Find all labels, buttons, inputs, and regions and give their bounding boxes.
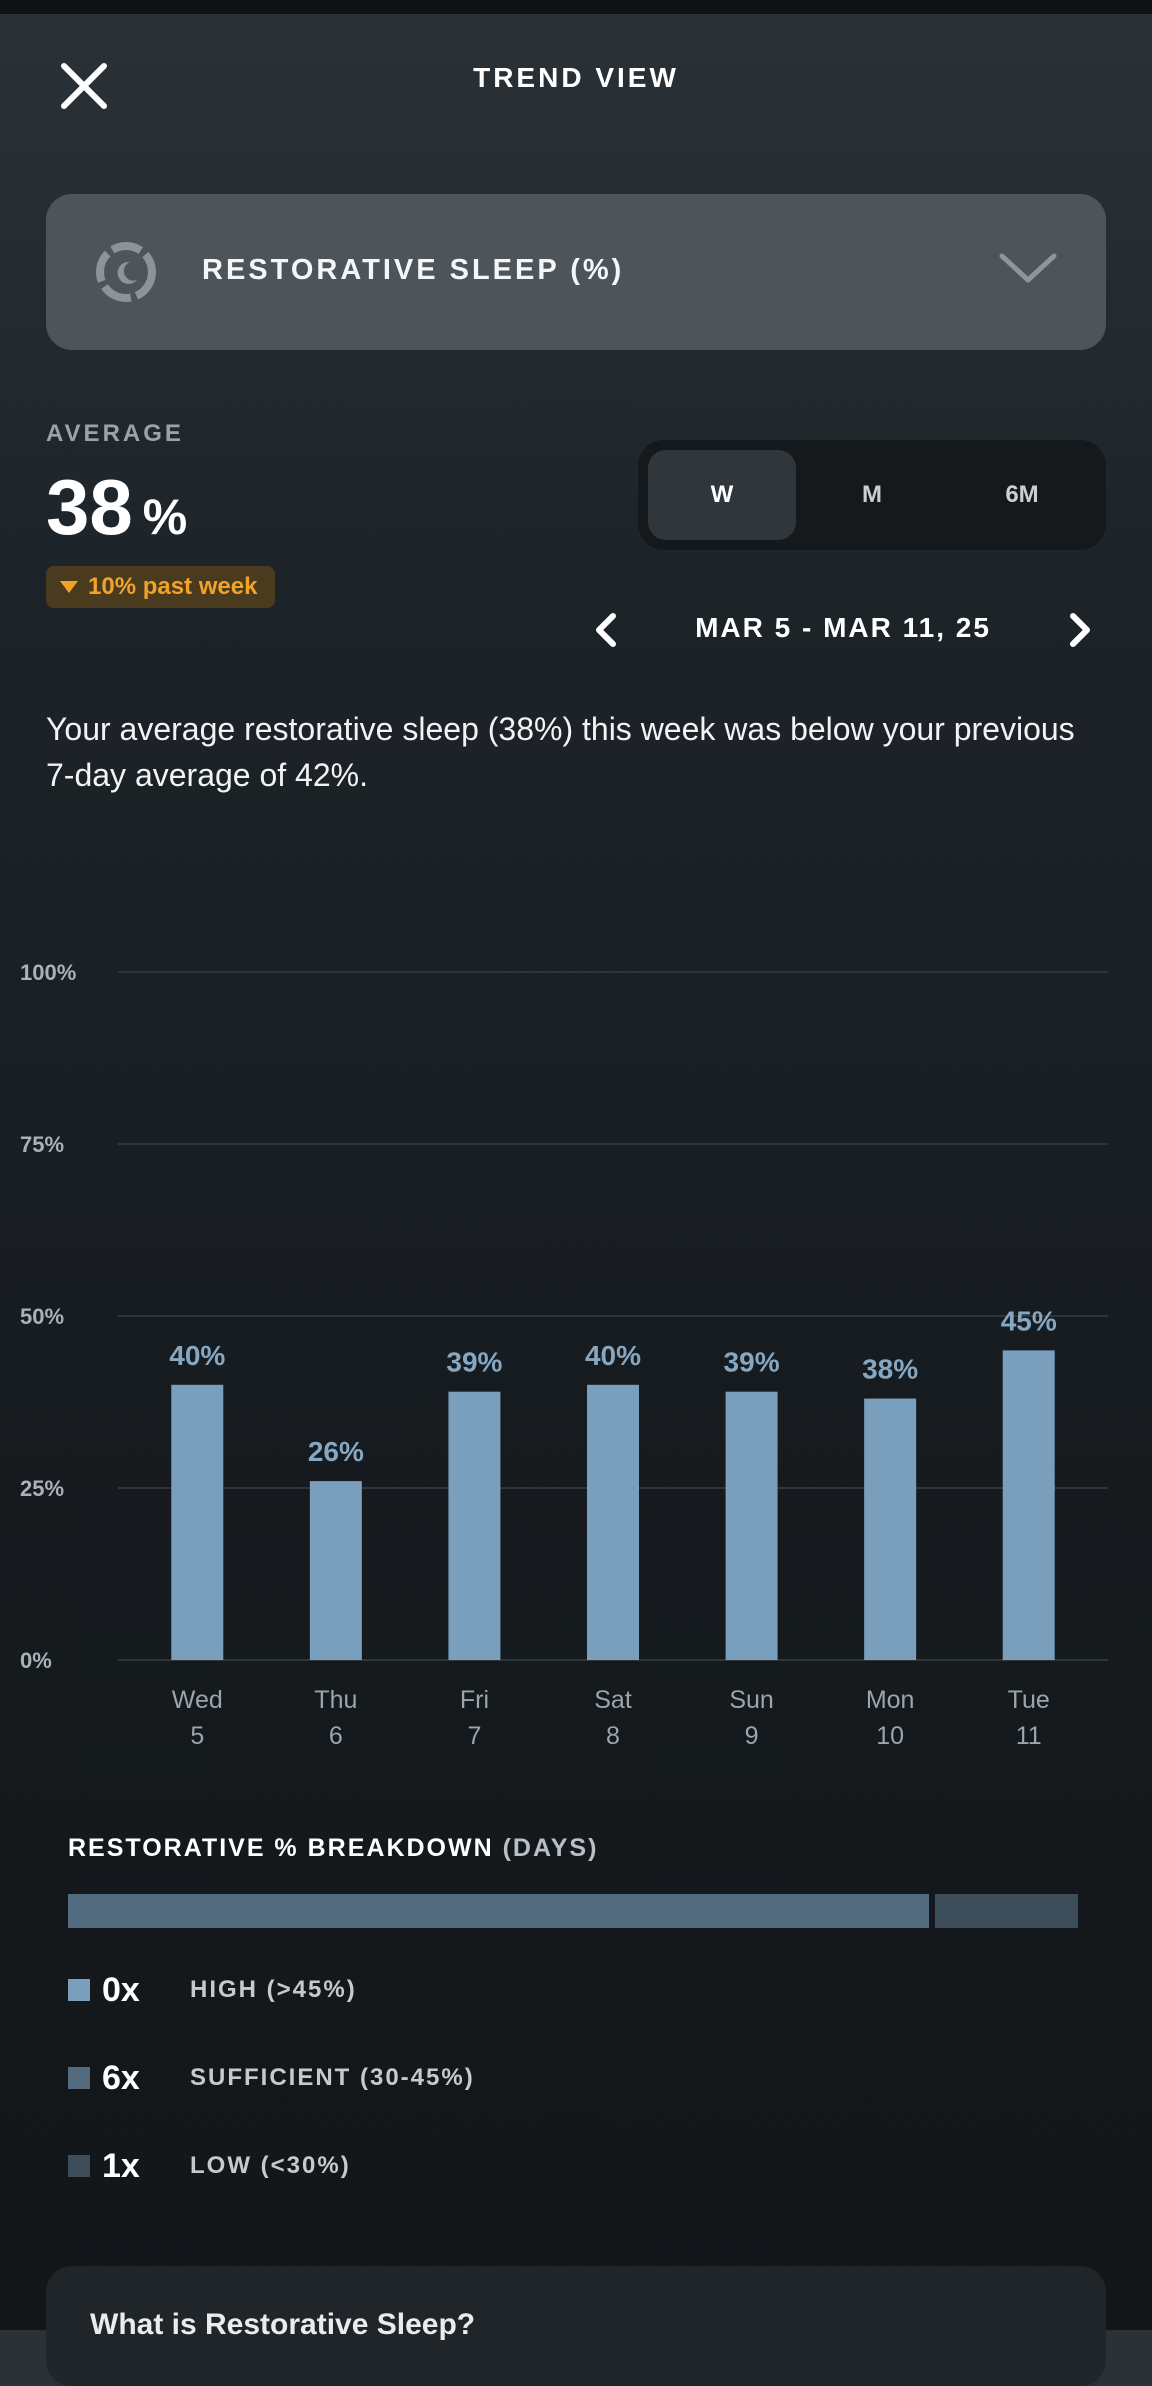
bar-value-label: 26%: [308, 1436, 364, 1467]
x-tick-day-label: Thu: [314, 1686, 357, 1714]
metric-selector[interactable]: RESTORATIVE SLEEP (%): [46, 194, 1106, 350]
breakdown-title: RESTORATIVE % BREAKDOWN (DAYS): [68, 1834, 598, 1863]
chevron-down-icon: [999, 253, 1057, 283]
bar-value-label: 38%: [862, 1354, 918, 1385]
bar: [864, 1398, 917, 1660]
range-six-month-button[interactable]: 6M: [1005, 481, 1039, 508]
average-number: 38: [46, 463, 133, 551]
bar-value-label: 39%: [446, 1347, 502, 1378]
previous-week-button[interactable]: [580, 604, 632, 656]
triangle-down-icon: [60, 581, 78, 593]
average-unit: %: [142, 489, 188, 545]
bar-value-label: 39%: [724, 1347, 780, 1378]
trend-badge: 10% past week: [46, 566, 276, 608]
average-value: 38%: [46, 462, 187, 562]
close-icon: [61, 63, 107, 109]
x-tick-day-label: Wed: [172, 1686, 223, 1714]
legend-count: 0x: [102, 1970, 140, 2009]
legend-label: SUFFICIENT (30-45%): [190, 2064, 475, 2091]
y-tick-label: 75%: [20, 1132, 64, 1157]
date-navigator: MAR 5 - MAR 11, 25: [580, 600, 1106, 660]
range-week-button[interactable]: W: [648, 450, 796, 540]
x-tick-date-label: 7: [467, 1722, 481, 1750]
breakdown-title-text: RESTORATIVE % BREAKDOWN: [68, 1834, 494, 1862]
x-tick-day-label: Sat: [594, 1686, 632, 1714]
bar-value-label: 40%: [169, 1340, 225, 1371]
bar: [1002, 1350, 1055, 1660]
legend-label: HIGH (>45%): [190, 1976, 357, 2003]
y-tick-label: 25%: [20, 1476, 64, 1501]
y-tick-label: 0%: [20, 1648, 52, 1673]
x-tick-date-label: 10: [876, 1722, 904, 1750]
breakdown-segment: [934, 1894, 1078, 1928]
bar: [171, 1384, 224, 1660]
x-tick-date-label: 9: [745, 1722, 759, 1750]
range-toggle: W M 6M: [638, 440, 1106, 550]
x-tick-date-label: 8: [606, 1722, 620, 1750]
metric-label: RESTORATIVE SLEEP (%): [202, 254, 625, 286]
legend-label: LOW (<30%): [190, 2152, 351, 2179]
status-strip: [0, 0, 1152, 14]
bar-value-label: 45%: [1001, 1305, 1057, 1336]
page-title: TREND VIEW: [473, 62, 679, 93]
legend-count: 6x: [102, 2058, 140, 2097]
average-label: AVERAGE: [46, 420, 184, 447]
legend-row-low: 1x LOW (<30%): [68, 2142, 351, 2190]
bar-value-label: 40%: [585, 1340, 641, 1371]
chevron-left-icon: [596, 613, 616, 647]
range-month-button[interactable]: M: [862, 481, 882, 508]
close-button[interactable]: [48, 50, 120, 122]
breakdown-bar: [68, 1894, 1078, 1928]
y-tick-label: 100%: [20, 960, 76, 985]
restorative-sleep-chart: 0% 25% 50% 75% 100% 40% Wed 5 26% Thu 6 39% Fri 7 40% S…: [20, 960, 1108, 1750]
bar: [309, 1481, 362, 1660]
x-tick-day-label: Sun: [729, 1686, 773, 1714]
summary-text: Your average restorative sleep (38%) thi…: [46, 711, 1075, 793]
next-week-button[interactable]: [1054, 604, 1106, 656]
legend-swatch: [68, 2067, 90, 2089]
x-tick-date-label: 11: [1016, 1722, 1042, 1750]
bar: [448, 1391, 501, 1660]
bar: [587, 1384, 639, 1660]
legend-row-sufficient: 6x SUFFICIENT (30-45%): [68, 2054, 475, 2102]
info-card[interactable]: What is Restorative Sleep?: [46, 2266, 1106, 2386]
x-tick-day-label: Tue: [1008, 1686, 1050, 1714]
y-tick-label: 50%: [20, 1304, 64, 1329]
legend-swatch: [68, 1979, 90, 2001]
x-tick-date-label: 6: [329, 1722, 343, 1750]
date-range-label: MAR 5 - MAR 11, 25: [695, 612, 991, 643]
breakdown-title-suffix: (DAYS): [502, 1834, 599, 1862]
x-tick-date-label: 5: [190, 1722, 204, 1750]
chevron-right-icon: [1070, 613, 1090, 647]
sleep-moon-icon: [96, 242, 156, 302]
info-card-title: What is Restorative Sleep?: [90, 2308, 476, 2341]
legend-row-high: 0x HIGH (>45%): [68, 1966, 357, 2014]
trend-text: 10% past week: [88, 573, 258, 600]
x-tick-day-label: Fri: [460, 1686, 489, 1714]
legend-swatch: [68, 2155, 90, 2177]
x-tick-day-label: Mon: [866, 1686, 915, 1714]
legend-count: 1x: [102, 2146, 140, 2185]
breakdown-segment: [68, 1894, 929, 1928]
bar: [725, 1391, 778, 1660]
